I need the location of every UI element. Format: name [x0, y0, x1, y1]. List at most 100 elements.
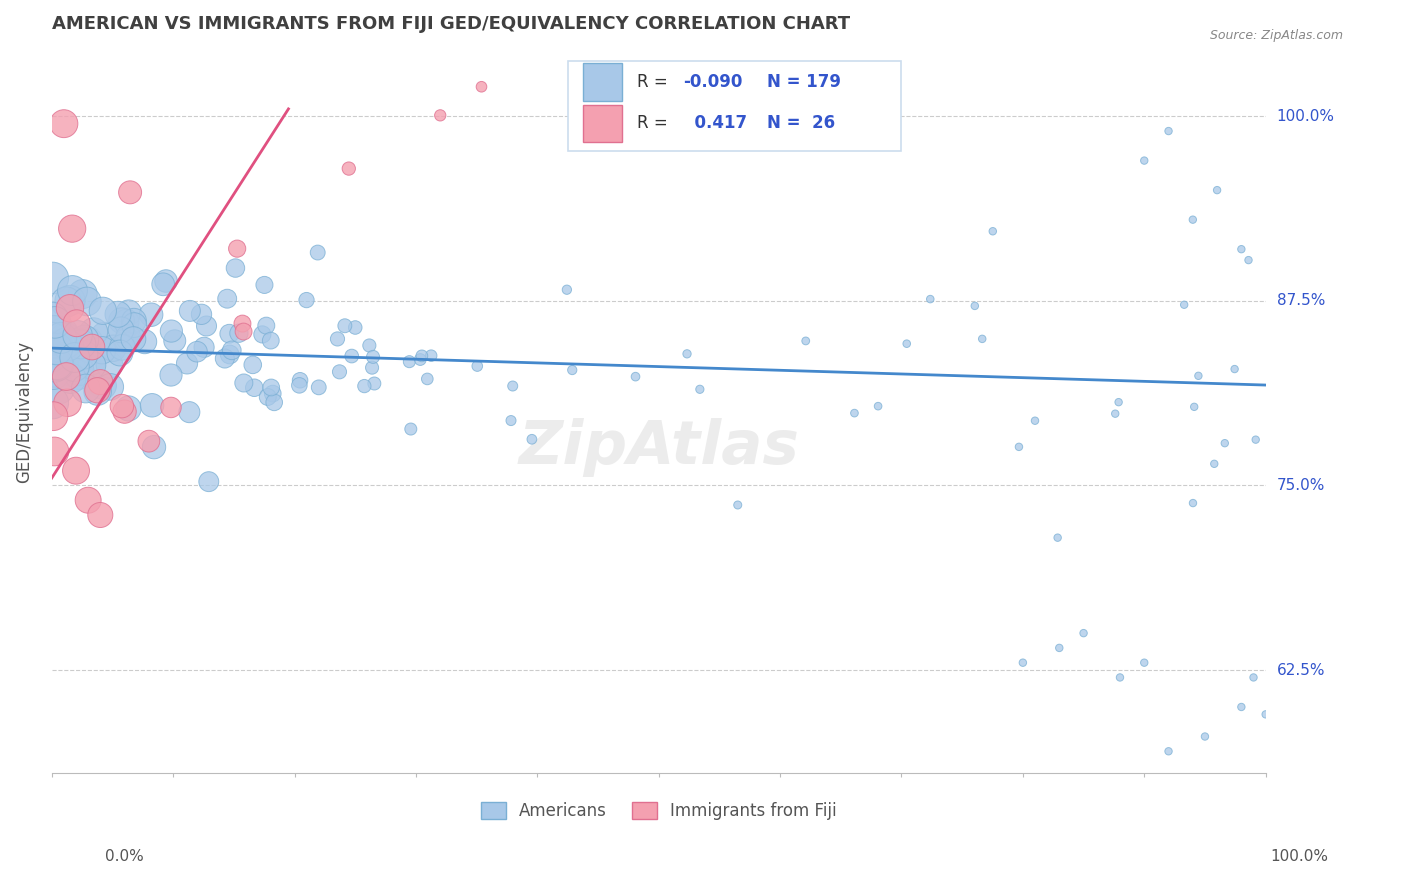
Point — [193, 340, 215, 354]
Point — [1244, 433, 1267, 447]
Point — [120, 186, 142, 200]
Point — [44, 363, 66, 377]
Point — [59, 371, 82, 385]
Point — [399, 422, 422, 436]
Point — [63, 359, 86, 374]
Point — [139, 308, 162, 322]
Point — [1181, 212, 1204, 227]
Point — [41, 311, 63, 326]
Point — [232, 376, 254, 390]
Point — [326, 332, 349, 346]
Point — [676, 347, 699, 361]
Text: Source: ZipAtlas.com: Source: ZipAtlas.com — [1209, 29, 1343, 42]
Point — [502, 379, 524, 393]
Point — [1157, 124, 1180, 138]
Point — [42, 409, 65, 424]
Point — [98, 358, 121, 372]
Point — [134, 334, 156, 349]
Point — [111, 340, 134, 354]
Point — [49, 331, 72, 345]
Point — [1012, 656, 1035, 670]
Point — [353, 379, 375, 393]
Point — [108, 346, 131, 360]
Point — [186, 344, 208, 359]
Point — [62, 284, 84, 298]
Point — [77, 493, 100, 508]
Point — [41, 349, 63, 363]
Point — [72, 287, 94, 301]
Point — [1194, 730, 1216, 744]
Point — [143, 440, 166, 454]
Point — [499, 413, 522, 427]
Y-axis label: GED/Equivalency: GED/Equivalency — [15, 341, 32, 483]
Point — [122, 332, 145, 346]
Point — [114, 404, 136, 418]
Point — [118, 305, 141, 319]
Point — [359, 338, 381, 352]
Point — [53, 331, 76, 345]
Point — [195, 318, 218, 333]
Point — [337, 161, 360, 176]
Point — [308, 380, 330, 394]
Point — [363, 376, 385, 391]
Point — [41, 324, 63, 338]
Point — [1046, 531, 1069, 545]
Point — [86, 383, 108, 397]
Point — [56, 396, 79, 410]
Point — [89, 375, 111, 389]
Point — [470, 79, 492, 94]
Text: 100.0%: 100.0% — [1271, 849, 1329, 863]
Point — [260, 334, 283, 348]
Point — [44, 359, 66, 374]
Point — [344, 320, 367, 334]
Point — [60, 221, 83, 235]
Point — [163, 334, 186, 348]
Point — [41, 344, 63, 359]
Point — [361, 350, 384, 364]
Point — [253, 277, 276, 292]
Point — [226, 242, 249, 256]
Point — [307, 245, 329, 260]
Text: 75.0%: 75.0% — [1277, 478, 1324, 493]
Point — [59, 293, 82, 308]
Point — [52, 326, 75, 341]
Point — [561, 363, 583, 377]
Point — [107, 307, 129, 321]
Legend: Americans, Immigrants from Fiji: Americans, Immigrants from Fiji — [474, 795, 844, 827]
Point — [70, 337, 93, 351]
Point — [288, 373, 311, 387]
Point — [63, 351, 86, 365]
Point — [45, 342, 67, 356]
Text: N = 179: N = 179 — [766, 73, 841, 91]
Point — [361, 360, 384, 375]
Point — [1133, 656, 1156, 670]
Point — [263, 395, 285, 409]
Point — [72, 348, 94, 362]
Point — [190, 307, 212, 321]
FancyBboxPatch shape — [583, 104, 623, 142]
Point — [41, 331, 63, 345]
Point — [42, 344, 65, 359]
Point — [73, 333, 96, 347]
Point — [41, 342, 63, 356]
Point — [254, 318, 277, 333]
Point — [176, 356, 198, 370]
Point — [66, 328, 89, 343]
Text: N =  26: N = 26 — [766, 114, 835, 132]
Point — [429, 108, 451, 122]
Point — [1133, 153, 1156, 168]
Point — [231, 317, 253, 331]
Point — [46, 341, 69, 355]
Point — [77, 334, 100, 349]
Point — [920, 292, 942, 306]
Point — [243, 381, 266, 395]
Text: ZipAtlas: ZipAtlas — [519, 418, 799, 477]
FancyBboxPatch shape — [568, 61, 901, 151]
Point — [288, 378, 311, 392]
Text: 62.5%: 62.5% — [1277, 663, 1326, 678]
Point — [1008, 440, 1031, 454]
Point — [55, 369, 77, 384]
Point — [1204, 457, 1226, 471]
Point — [1230, 242, 1253, 256]
Point — [41, 271, 63, 285]
